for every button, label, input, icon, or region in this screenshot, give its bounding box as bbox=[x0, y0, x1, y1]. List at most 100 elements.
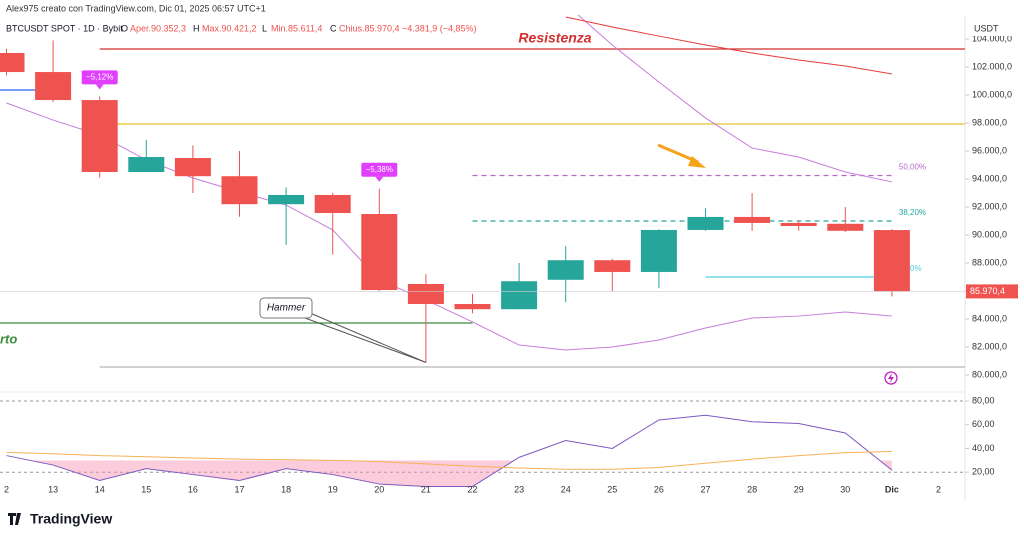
candle-body bbox=[407, 284, 444, 305]
x-tick-label: 25 bbox=[607, 484, 617, 494]
x-tick-label: 13 bbox=[48, 484, 58, 494]
candle-body bbox=[268, 194, 305, 205]
x-tick-label: 24 bbox=[561, 484, 571, 494]
level-label: 0,00% bbox=[899, 264, 922, 273]
annotation-pointer bbox=[375, 176, 384, 182]
y-tick-label: 94.000,0 bbox=[972, 173, 1007, 183]
indicator-line bbox=[577, 15, 893, 183]
x-tick-label: 27 bbox=[700, 484, 710, 494]
legend-key: L bbox=[262, 23, 267, 33]
legend-key: H bbox=[193, 23, 200, 33]
y-tick-label: 96.000,0 bbox=[972, 145, 1007, 155]
candle-body bbox=[0, 52, 25, 73]
x-tick-label: 28 bbox=[747, 484, 757, 494]
x-tick-label: 2 bbox=[4, 484, 9, 494]
logo: TradingView bbox=[8, 511, 112, 527]
level-label: Resistenza bbox=[518, 30, 591, 46]
symbol: BTCUSDT SPOT · 1D · Bybit bbox=[6, 23, 123, 33]
x-tick-label: 21 bbox=[421, 484, 431, 494]
legend-key: C bbox=[330, 23, 337, 33]
x-tick-label: 2 bbox=[936, 484, 941, 494]
candle-body bbox=[35, 72, 72, 101]
candle-body bbox=[547, 260, 584, 280]
candle-body bbox=[454, 304, 491, 310]
x-tick-label: 14 bbox=[95, 484, 105, 494]
candle-body bbox=[174, 157, 211, 177]
last-price-box bbox=[966, 284, 1018, 299]
x-tick-label: 30 bbox=[840, 484, 850, 494]
indicator-line bbox=[6, 102, 892, 351]
callout-line bbox=[309, 312, 427, 363]
event-icon bbox=[884, 371, 898, 385]
rsi-line bbox=[6, 414, 893, 487]
level-label: 38,20% bbox=[899, 208, 926, 217]
x-tick-label: 22 bbox=[467, 484, 477, 494]
event-icon bbox=[888, 373, 894, 383]
candle-body bbox=[314, 194, 351, 214]
y-tick-label: 100.000,0 bbox=[972, 89, 1012, 99]
annotation-pointer bbox=[95, 84, 104, 90]
y-tick-label: 92.000,0 bbox=[972, 201, 1007, 211]
y-tick-label: 90.000,0 bbox=[972, 229, 1007, 239]
annotation-text: −5,38% bbox=[366, 165, 393, 174]
price-pane: Resistenza rto 50,00% 38,20% 0,00% bbox=[0, 15, 965, 368]
y-tick-label: 20,00 bbox=[972, 467, 995, 477]
indicator-pane bbox=[0, 400, 965, 487]
x-tick-label: Dic bbox=[885, 484, 899, 494]
y-tick-label: 104.000,0 bbox=[972, 33, 1012, 43]
legend-value: Aper.90.352,3 bbox=[130, 23, 186, 33]
y-tick-label: 102.000,0 bbox=[972, 61, 1012, 71]
annotation-box bbox=[81, 70, 118, 85]
y-tick-label: 80.000,0 bbox=[972, 369, 1007, 379]
logo-text: TradingView bbox=[30, 511, 112, 527]
y-tick-label: 84.000,0 bbox=[972, 313, 1007, 323]
legend-value: −4.381,9 (−4,85%) bbox=[402, 23, 477, 33]
y-axis-label: USDT bbox=[974, 23, 999, 33]
legend-value: Min.85.611,4 bbox=[271, 23, 322, 33]
annotation-text: −5,12% bbox=[86, 73, 113, 82]
candle-body bbox=[594, 260, 631, 272]
x-tick-label: 15 bbox=[141, 484, 151, 494]
x-tick-label: 16 bbox=[188, 484, 198, 494]
x-tick-label: 18 bbox=[281, 484, 291, 494]
y-tick-label: 80,00 bbox=[972, 395, 995, 405]
indicator-line bbox=[565, 16, 892, 75]
level-label: 50,00% bbox=[899, 163, 926, 172]
candle-body bbox=[221, 176, 258, 205]
candle-body bbox=[734, 216, 771, 223]
level-label: rto bbox=[0, 331, 17, 346]
arrow-head bbox=[688, 156, 706, 168]
legend-value: Max.90.421,2 bbox=[202, 23, 257, 33]
legend-value: Chius.85.970,4 bbox=[339, 23, 400, 33]
y-tick-label: 82.000,0 bbox=[972, 341, 1007, 351]
candle-body bbox=[780, 222, 817, 227]
candle-body bbox=[640, 229, 677, 272]
legend-key: O bbox=[121, 23, 128, 33]
y-tick-label: 60,00 bbox=[972, 419, 995, 429]
candle-body bbox=[81, 100, 118, 172]
rsi-line bbox=[6, 450, 892, 470]
candle-body bbox=[687, 216, 724, 230]
callout-box bbox=[259, 297, 313, 319]
x-tick-label: 19 bbox=[328, 484, 338, 494]
x-tick-label: 29 bbox=[794, 484, 804, 494]
axis-label-bg bbox=[966, 22, 1024, 36]
y-tick-label: 40,00 bbox=[972, 443, 995, 453]
candle-body bbox=[501, 281, 538, 310]
x-tick-label: 23 bbox=[514, 484, 524, 494]
y-tick-label: 88.000,0 bbox=[972, 257, 1007, 267]
last-price-label: 85.970,4 bbox=[970, 286, 1005, 296]
callout-text: Hammer bbox=[267, 303, 306, 314]
candle-body bbox=[827, 223, 864, 231]
callout-line bbox=[304, 317, 427, 363]
annotation-box bbox=[361, 162, 398, 177]
candle-body bbox=[361, 214, 398, 291]
x-tick-label: 20 bbox=[374, 484, 384, 494]
candle-body bbox=[128, 157, 165, 172]
author: Alex975 creato con TradingView.com, Dic … bbox=[6, 3, 266, 13]
y-tick-label: 98.000,0 bbox=[972, 117, 1007, 127]
candle-body bbox=[873, 230, 910, 292]
x-tick-label: 17 bbox=[234, 484, 244, 494]
oversold-shade bbox=[29, 460, 892, 487]
